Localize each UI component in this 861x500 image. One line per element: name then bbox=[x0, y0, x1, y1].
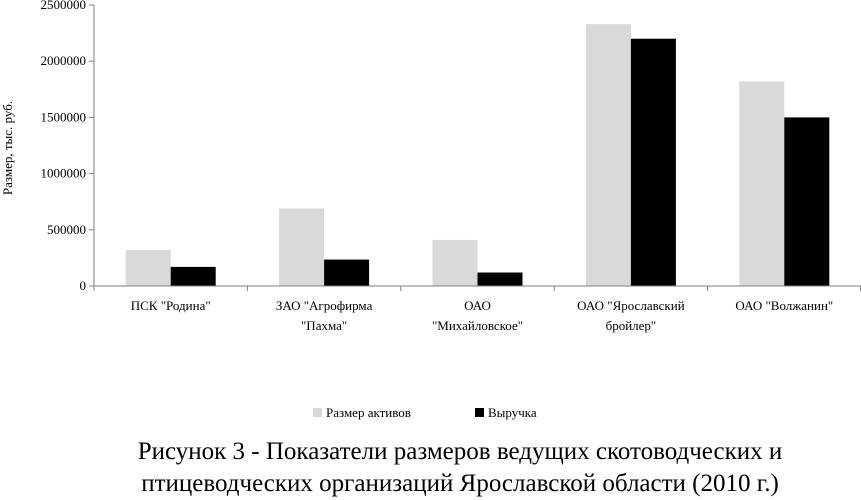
y-tick-label: 1000000 bbox=[41, 166, 87, 181]
caption-line-2: птицеводческих организаций Ярославской о… bbox=[141, 470, 779, 497]
bar-revenue bbox=[477, 272, 523, 286]
x-axis-categories: ПСК "Родина" ЗАО "Агрофирма "Пахма" ОАО "Мих… bbox=[93, 286, 861, 333]
x-category-label: бройлер" bbox=[606, 318, 657, 333]
bar-revenue bbox=[170, 266, 216, 286]
x-category-label: ОАО "Волжанин" bbox=[735, 298, 833, 313]
legend-label: Выручка bbox=[488, 405, 537, 420]
x-category-label: ЗАО "Агрофирма bbox=[276, 298, 373, 313]
bar-revenue bbox=[784, 117, 830, 287]
x-category-label: "Пахма" bbox=[301, 318, 347, 333]
bar-assets bbox=[585, 24, 631, 286]
x-category-label: "Михайловское" bbox=[432, 318, 523, 333]
x-category-label: ОАО bbox=[464, 298, 491, 313]
y-tick-label: 500000 bbox=[47, 222, 86, 237]
legend-label: Размер активов bbox=[326, 405, 411, 420]
x-category-label: ОАО "Ярославский bbox=[577, 298, 685, 313]
caption-line-1: Рисунок 3 - Показатели размеров ведущих … bbox=[138, 438, 783, 465]
bar-assets bbox=[279, 208, 325, 286]
y-axis-label: Размер, тыс. руб. bbox=[0, 101, 15, 195]
bar-assets bbox=[125, 250, 171, 286]
y-tick-label: 2500000 bbox=[41, 0, 87, 12]
bars bbox=[125, 24, 830, 287]
bar-revenue bbox=[630, 38, 676, 286]
y-axis-ticks: 0 500000 1000000 1500000 2000000 2500000 bbox=[41, 0, 94, 293]
legend-swatch bbox=[313, 408, 322, 417]
y-tick-label: 2000000 bbox=[41, 53, 87, 68]
x-category-label: ПСК "Родина" bbox=[131, 298, 211, 313]
legend-swatch bbox=[475, 408, 484, 417]
bar-assets bbox=[432, 239, 478, 286]
y-tick-label: 1500000 bbox=[41, 109, 87, 124]
legend: Размер активов Выручка bbox=[313, 405, 537, 420]
bar-revenue bbox=[324, 259, 370, 286]
y-tick-label: 0 bbox=[80, 278, 87, 293]
axes bbox=[93, 5, 861, 287]
bar-assets bbox=[739, 81, 785, 286]
